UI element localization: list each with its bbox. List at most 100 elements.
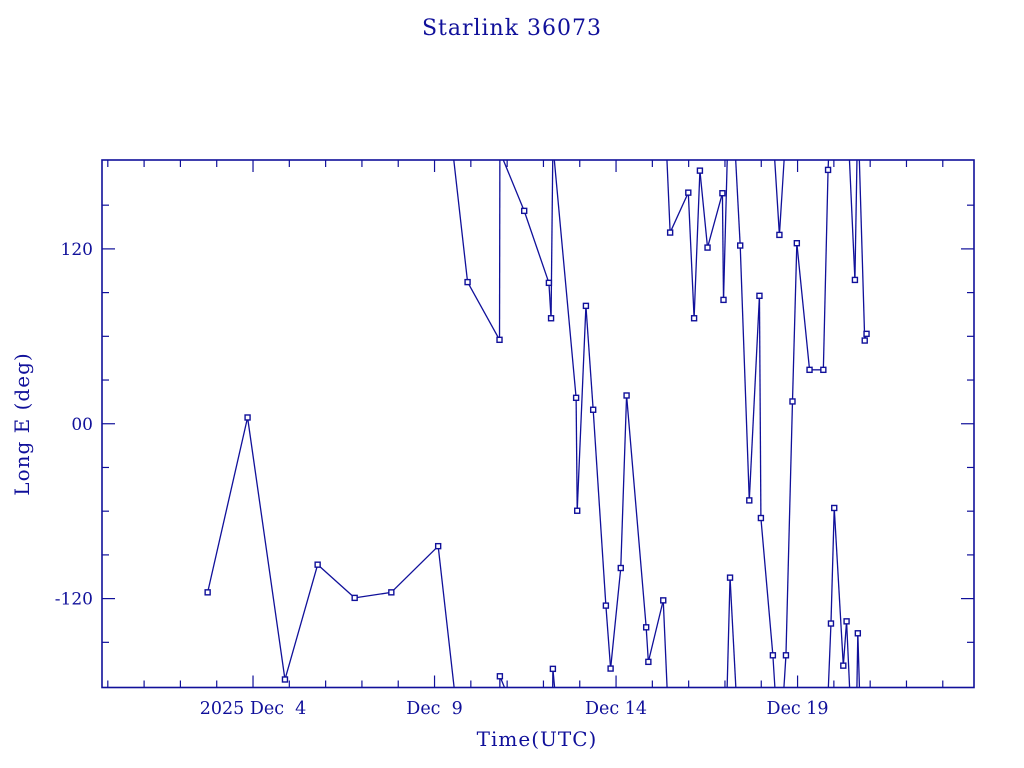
data-segment [354,591,392,599]
data-segment [842,621,848,666]
data-marker [746,497,753,504]
data-marker [314,561,321,568]
data-segment [827,623,832,688]
data-segment [760,517,774,656]
data-marker [617,564,624,572]
data-segment [467,281,501,341]
data-segment [758,295,762,519]
data-marker [793,240,801,247]
data-marker [776,231,783,239]
data-segment [772,655,776,688]
data-segment [778,160,785,235]
data-marker [602,602,610,609]
data-marker [642,624,650,631]
data-marker [572,394,580,402]
data-marker [704,244,711,251]
data-marker [666,229,674,236]
data-segment [552,668,554,688]
data-marker [549,665,557,673]
data-segment [437,546,455,688]
data-segment [207,417,249,593]
data-segment [735,160,741,246]
data-marker [388,589,395,596]
chart-title: Starlink 36073 [421,16,603,41]
y-tick-label: -120 [55,590,93,610]
data-marker [806,366,813,374]
data-segment [499,676,506,688]
data-marker [690,315,698,322]
x-tick-label: Dec 19 [767,699,829,719]
data-marker [685,189,692,196]
x-tick-label: Dec 9 [406,699,462,719]
data-marker [696,167,704,174]
data-marker [831,504,838,512]
data-marker [645,658,652,666]
data-marker [789,398,796,405]
data-marker [545,279,553,287]
data-marker-group [204,166,870,683]
data-segment [645,627,650,662]
data-segment [721,193,725,300]
data-segment [647,600,664,663]
data-line-group [207,160,868,688]
data-marker [244,414,251,421]
data-segment [523,210,550,284]
data-segment [669,192,689,233]
data-marker [464,278,471,286]
y-tick-label: 00 [71,415,93,435]
data-marker [843,618,850,625]
data-marker [854,630,862,637]
data-marker [623,392,630,399]
data-segment [620,395,628,569]
data-segment [748,295,761,501]
data-segment [722,160,728,300]
data-segment [284,564,319,680]
data-segment [729,577,737,688]
data-segment [625,395,647,628]
data-segment [854,160,858,280]
data-marker [840,662,847,669]
data-marker [827,620,835,627]
data-marker [351,594,358,602]
data-marker [719,190,726,197]
data-segment [575,397,578,511]
data-segment [739,245,750,501]
data-segment [592,409,607,606]
data-segment [246,417,286,680]
data-segment [693,170,701,319]
data-segment [585,305,594,410]
data-segment [317,564,356,599]
data-segment [791,243,798,402]
data-segment [666,160,671,233]
data-marker [726,574,734,581]
data-marker [660,597,667,604]
data-marker [861,337,868,344]
data-segment [609,567,622,669]
data-segment [785,401,794,656]
data-segment [726,577,731,688]
data-segment [845,621,851,688]
data-marker [582,302,590,310]
data-marker [521,207,528,215]
y-tick-label: 120 [61,240,93,260]
x-tick-label: 2025 Dec 4 [200,699,307,719]
data-marker [547,315,555,322]
data-segment [699,170,709,248]
data-marker [720,296,727,304]
data-marker [434,542,442,550]
data-marker [496,336,503,344]
data-segment [502,160,525,212]
data-segment [662,600,668,688]
data-marker [851,276,859,284]
data-marker [589,406,597,413]
data-segment [552,668,556,688]
data-segment [774,160,781,235]
data-marker [204,589,211,596]
data-marker [574,507,581,514]
data-marker [757,514,765,522]
data-marker [863,330,870,338]
data-segment [390,545,439,593]
data-segment [605,605,612,669]
data-segment [857,633,861,688]
